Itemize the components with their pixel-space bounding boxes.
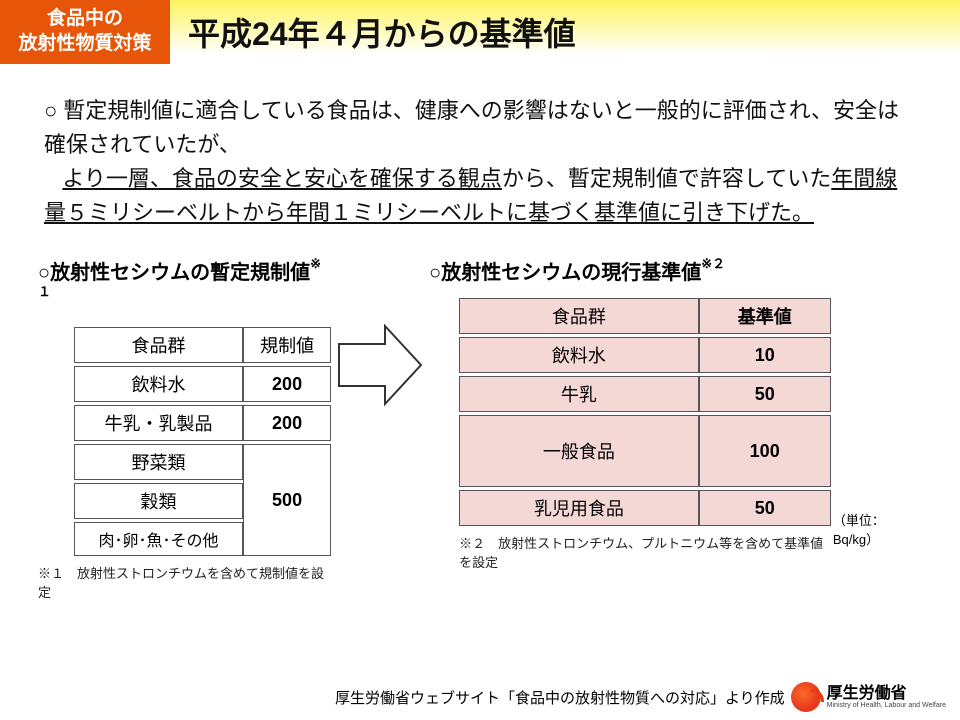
table-row: 飲料水 10 bbox=[459, 337, 831, 373]
right-title-bullet: ○ bbox=[429, 262, 441, 284]
table-row: 野菜類 500 bbox=[74, 444, 331, 480]
right-title-sup: ※２ bbox=[701, 256, 725, 271]
left-table-block: ○放射性セシウムの暫定規制値※１ 食品群 規制値 飲料水 200 牛乳・乳製品 … bbox=[38, 256, 331, 601]
category-badge: 食品中の 放射性物質対策 bbox=[0, 0, 170, 64]
header: 食品中の 放射性物質対策 平成24年４月からの基準値 bbox=[0, 0, 960, 64]
th-value: 規制値 bbox=[243, 327, 331, 363]
right-title-text: 放射性セシウムの現行基準値 bbox=[441, 262, 701, 284]
table-header-row: 食品群 基準値 bbox=[459, 298, 831, 334]
th-group: 食品群 bbox=[74, 327, 243, 363]
right-table-block: ○放射性セシウムの現行基準値※２ 食品群 基準値 飲料水 10 牛乳 50 一般… bbox=[429, 256, 831, 571]
right-table: 食品群 基準値 飲料水 10 牛乳 50 一般食品 100 乳児用食品 50 bbox=[459, 295, 831, 529]
mhlw-logo-text: 厚生労働省 Ministry of Health, Labour and Wel… bbox=[827, 686, 946, 709]
table-header-row: 食品群 規制値 bbox=[74, 327, 331, 363]
cell: 飲料水 bbox=[459, 337, 698, 373]
intro-p1: 暫定規制値に適合している食品は、健康への影響はないと一般的に評価され、安全は確保… bbox=[44, 98, 899, 157]
org-name-en: Ministry of Health, Labour and Welfare bbox=[827, 702, 946, 709]
title-bar: 平成24年４月からの基準値 bbox=[170, 0, 960, 64]
cell: 50 bbox=[699, 490, 831, 526]
page-title: 平成24年４月からの基準値 bbox=[188, 9, 576, 55]
cell: 穀類 bbox=[74, 483, 243, 519]
cell: 飲料水 bbox=[74, 366, 243, 402]
cell: 200 bbox=[243, 405, 331, 441]
cell: 200 bbox=[243, 366, 331, 402]
table-row: 乳児用食品 50 bbox=[459, 490, 831, 526]
cell: 50 bbox=[699, 376, 831, 412]
left-note: ※１ 放射性ストロンチウムを含めて規制値を設定 bbox=[38, 563, 331, 601]
unit-label: （単位：Bq/kg） bbox=[833, 310, 924, 548]
left-table-title: ○放射性セシウムの暫定規制値※１ bbox=[38, 256, 331, 314]
table-row: 一般食品 100 bbox=[459, 415, 831, 487]
arrow-icon bbox=[337, 256, 423, 410]
th-group: 食品群 bbox=[459, 298, 698, 334]
badge-line1: 食品中の bbox=[47, 7, 123, 32]
left-title-text: 放射性セシウムの暫定規制値 bbox=[50, 262, 310, 284]
table-row: 牛乳・乳製品 200 bbox=[74, 405, 331, 441]
th-value: 基準値 bbox=[699, 298, 831, 334]
badge-line2: 放射性物質対策 bbox=[18, 32, 151, 57]
left-title-bullet: ○ bbox=[38, 262, 50, 284]
table-row: 飲料水 200 bbox=[74, 366, 331, 402]
cell: 牛乳・乳製品 bbox=[74, 405, 243, 441]
org-name-jp: 厚生労働省 bbox=[827, 686, 946, 702]
right-table-title: ○放射性セシウムの現行基準値※２ bbox=[429, 256, 831, 285]
intro-mid: から、暫定規制値で許容していた bbox=[502, 166, 831, 191]
left-table: 食品群 規制値 飲料水 200 牛乳・乳製品 200 野菜類 500 穀類 肉･… bbox=[74, 324, 331, 559]
intro-underline1: より一層、食品の安全と安心を確保する観点 bbox=[62, 166, 502, 191]
intro-text: ○ 暫定規制値に適合している食品は、健康への影響はないと一般的に評価され、安全は… bbox=[0, 64, 960, 230]
cell: 10 bbox=[699, 337, 831, 373]
right-note: ※２ 放射性ストロンチウム、プルトニウム等を含めて基準値を設定 bbox=[459, 533, 831, 571]
mhlw-logo-icon bbox=[791, 682, 821, 712]
cell: 一般食品 bbox=[459, 415, 698, 487]
cell: 肉･卵･魚･その他 bbox=[74, 522, 243, 556]
cell: 500 bbox=[243, 444, 331, 556]
cell: 野菜類 bbox=[74, 444, 243, 480]
footer-source: 厚生労働省ウェブサイト「食品中の放射性物質への対応」より作成 bbox=[335, 687, 785, 708]
table-row: 牛乳 50 bbox=[459, 376, 831, 412]
bullet: ○ bbox=[44, 98, 57, 123]
footer: 厚生労働省ウェブサイト「食品中の放射性物質への対応」より作成 厚生労働省 Min… bbox=[335, 682, 946, 712]
tables-area: ○放射性セシウムの暫定規制値※１ 食品群 規制値 飲料水 200 牛乳・乳製品 … bbox=[0, 230, 960, 601]
cell: 100 bbox=[699, 415, 831, 487]
cell: 乳児用食品 bbox=[459, 490, 698, 526]
cell: 牛乳 bbox=[459, 376, 698, 412]
